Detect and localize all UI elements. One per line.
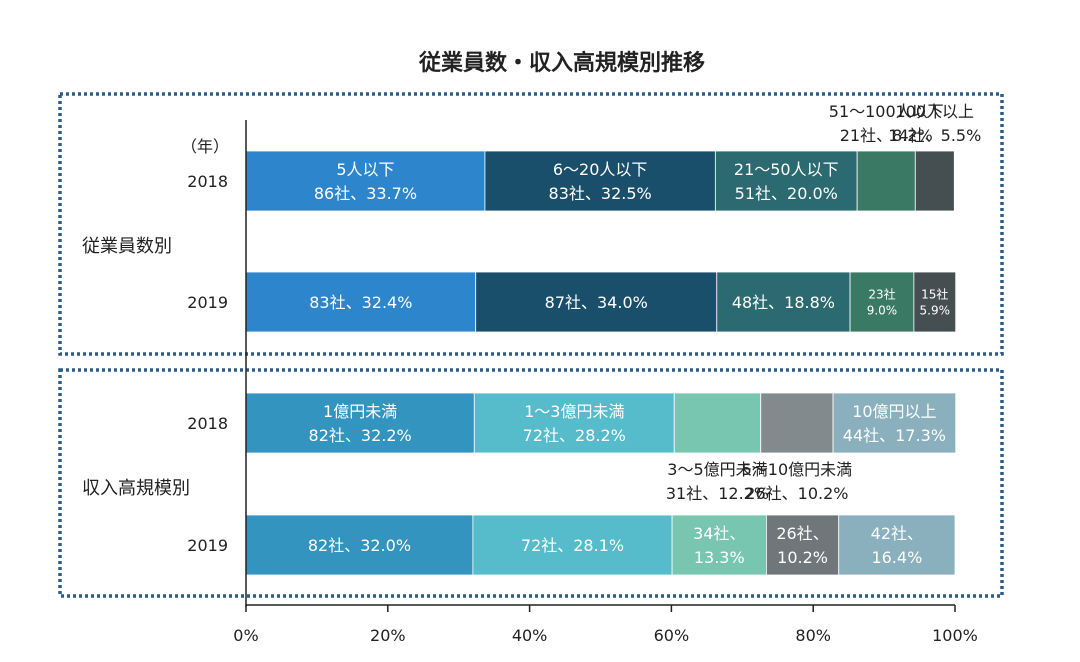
bar-segment: [716, 271, 851, 333]
group-box-0: [58, 92, 1004, 356]
year-label: 2019: [187, 536, 228, 555]
data-label: 23社: [868, 287, 895, 302]
group-label: 収入高規模別: [82, 478, 190, 499]
bar-segment: [913, 271, 957, 333]
data-label: 10億円以上: [852, 402, 936, 421]
outside-data-label: 3〜5億円未満: [667, 460, 767, 479]
data-label: 83社、32.4%: [309, 293, 412, 312]
data-label: 10.2%: [777, 548, 828, 567]
bar-segment: [849, 271, 915, 333]
data-label: 1〜3億円未満: [524, 402, 624, 421]
bar-segment: [475, 271, 718, 333]
data-label: 5.9%: [920, 304, 951, 318]
bar-segment: [245, 514, 474, 576]
data-label: 9.0%: [867, 304, 898, 318]
outside-data-label: 5〜10億円未満: [742, 460, 853, 479]
bar-segment: [671, 514, 767, 576]
outside-data-label: 51〜100人以下: [829, 102, 944, 121]
bar-segment: [673, 392, 762, 454]
data-label: 16.4%: [871, 548, 922, 567]
data-label: 6〜20人以下: [553, 160, 648, 179]
x-tick-label: 20%: [370, 626, 406, 645]
data-label: 51社、20.0%: [735, 184, 838, 203]
group-label: 従業員数別: [82, 236, 172, 257]
x-tick-label: 0%: [233, 626, 258, 645]
bar-segment: [472, 514, 673, 576]
outside-data-label: 21社、8.2%: [840, 126, 933, 145]
data-label: 21〜50人以下: [734, 160, 839, 179]
bar-segment: [838, 514, 956, 576]
group-box-1: [58, 368, 1004, 598]
year-label: 2018: [187, 414, 228, 433]
data-label: 34社、: [693, 524, 745, 543]
outside-data-label: 14社、5.5%: [888, 126, 981, 145]
data-label: 5人以下: [336, 160, 394, 179]
data-label: 1億円未満: [323, 402, 397, 421]
outside-data-label: 26社、10.2%: [745, 484, 848, 503]
data-label: 82社、32.2%: [309, 426, 412, 445]
year-label: 2018: [187, 172, 228, 191]
x-tick-label: 80%: [795, 626, 831, 645]
data-label: 26社、: [776, 524, 828, 543]
data-label: 83社、32.5%: [549, 184, 652, 203]
data-label: 72社、28.2%: [523, 426, 626, 445]
bar-segment: [832, 392, 957, 454]
bar-segment: [484, 150, 716, 212]
chart-title: 従業員数・収入高規模別推移: [418, 50, 705, 76]
bar-segment: [245, 271, 477, 333]
outside-data-label: 31社、12.2%: [666, 484, 769, 503]
outside-data-label: 100人以上: [896, 102, 975, 121]
data-label: 87社、34.0%: [545, 293, 648, 312]
bar-segment: [760, 392, 834, 454]
year-unit-label: （年）: [181, 137, 229, 156]
bar-segment: [473, 392, 675, 454]
data-label: 82社、32.0%: [308, 536, 411, 555]
data-label: 15社: [921, 287, 948, 302]
data-label: 48社、18.8%: [732, 293, 835, 312]
data-label: 72社、28.1%: [521, 536, 624, 555]
bar-segment: [914, 150, 955, 212]
bar-segment: [766, 514, 840, 576]
data-label: 42社、: [871, 524, 923, 543]
bar-segment: [856, 150, 916, 212]
year-label: 2019: [187, 293, 228, 312]
x-tick-label: 60%: [654, 626, 690, 645]
x-tick-label: 100%: [932, 626, 978, 645]
data-label: 13.3%: [694, 548, 745, 567]
bar-segment: [245, 392, 475, 454]
data-label: 86社、33.7%: [314, 184, 417, 203]
x-tick-label: 40%: [512, 626, 548, 645]
data-label: 44社、17.3%: [843, 426, 946, 445]
